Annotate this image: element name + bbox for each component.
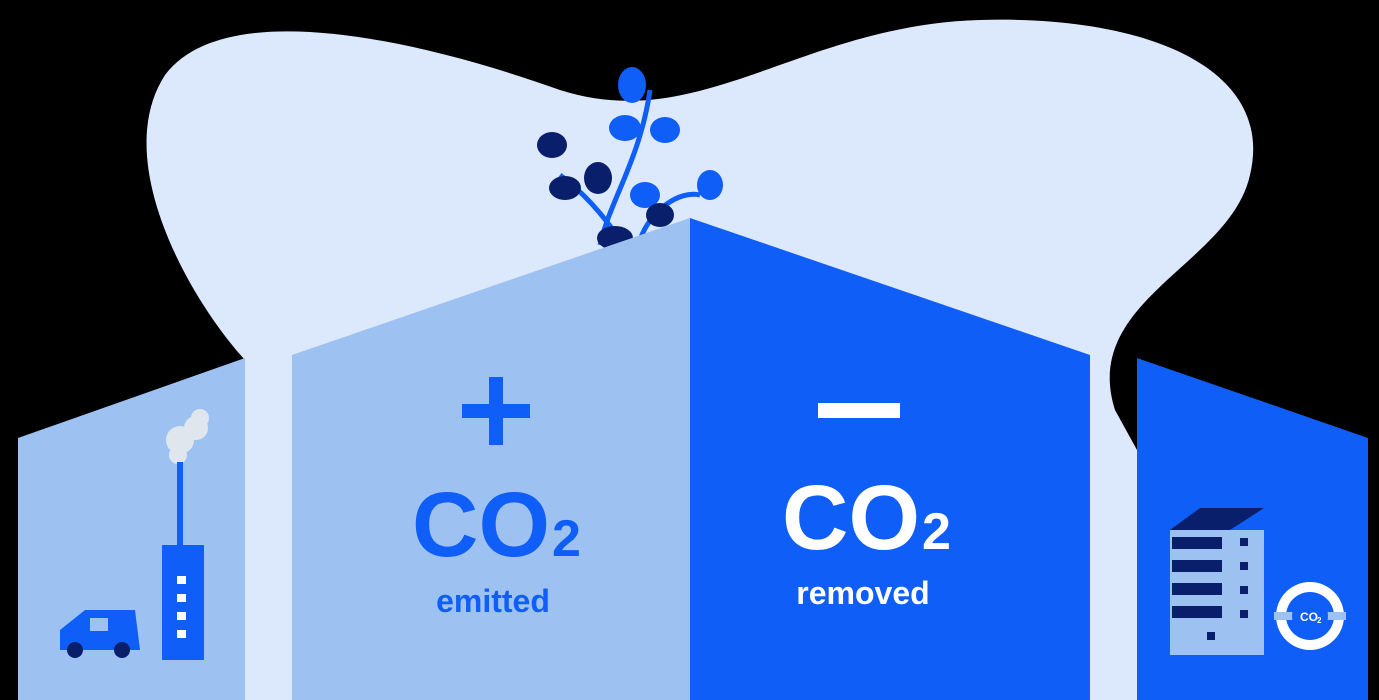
page: CO 2 emitted CO 2 removed CO 2 (() => { … [0, 0, 1379, 700]
building [1170, 508, 1264, 655]
formula: CO [782, 467, 920, 569]
badge-formula: CO [1300, 610, 1318, 624]
minus-sign [818, 403, 900, 418]
illustration: CO 2 emitted CO 2 removed CO 2 [0, 0, 1379, 700]
panel-label: emitted [436, 583, 550, 619]
plus-sign [489, 377, 503, 445]
panel-label: removed [796, 575, 929, 611]
formula-subscript: 2 [922, 503, 951, 561]
formula-subscript: 2 [552, 510, 581, 568]
badge-subscript: 2 [1317, 616, 1322, 625]
formula: CO [412, 474, 550, 576]
